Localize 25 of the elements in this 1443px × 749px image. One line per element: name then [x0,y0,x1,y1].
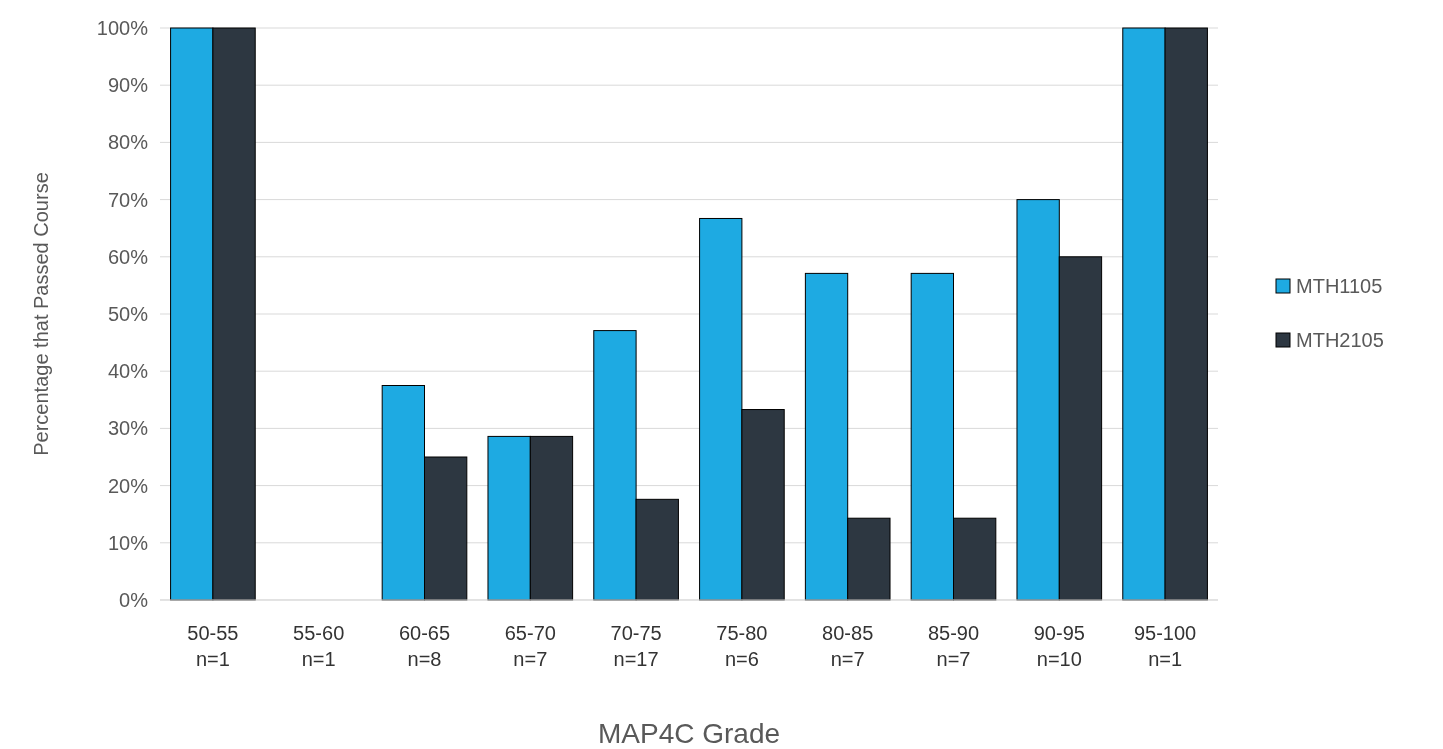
x-tick-label: 95-100 n=1 [1133,622,1197,670]
x-tick-label: 80-85 n=7 [822,622,874,670]
x-axis-title: MAP4C Grade [597,718,781,749]
x-tick-label: 50-55 n=1 [187,622,239,670]
y-tick-label: 100% [96,17,149,39]
y-tick-label: 20% [107,474,149,497]
x-tick-label: 70-75 n=17 [610,622,662,670]
y-tick-label: 70% [107,188,149,211]
y-axis-title: Percentage that Passed Course [30,172,52,456]
x-tick-label: 90-95 n=10 [1033,622,1085,670]
legend-label: MTH2105 [1296,329,1384,351]
y-tick-label: 50% [107,303,149,325]
y-tick-label: 40% [107,360,149,383]
x-tick-label: 55-60 n=1 [293,622,345,670]
y-tick-label: 30% [107,417,149,440]
x-tick-label: 60-65 n=8 [398,622,451,670]
x-tick-label: 65-70 n=7 [504,622,556,670]
x-tick-label: 85-90 n=7 [927,622,980,670]
x-tick-label: 75-80 n=6 [716,622,768,670]
y-tick-label: 60% [107,245,149,268]
y-tick-label: 10% [107,531,149,554]
y-tick-label: 0% [119,589,149,611]
y-tick-label: 90% [107,74,149,97]
y-tick-label: 80% [107,131,149,154]
legend-label: MTH1105 [1296,275,1383,297]
